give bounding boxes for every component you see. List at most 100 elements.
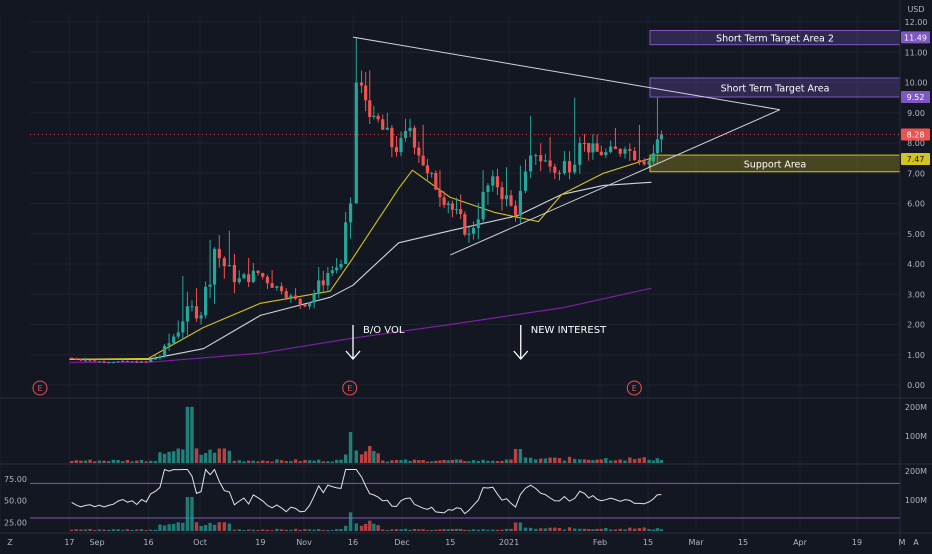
volume-bar	[412, 459, 417, 463]
y-tick-label: 2.00	[907, 321, 925, 330]
volume-bar	[608, 460, 613, 463]
candle-body	[265, 276, 270, 284]
volume-bar	[265, 461, 270, 463]
rsi-volume-bar	[513, 522, 518, 531]
candle-body	[116, 361, 120, 363]
volume-bar	[450, 459, 455, 463]
rsi-volume-bar	[495, 529, 500, 531]
rsi-volume-bar	[359, 525, 364, 531]
volume-bar	[107, 461, 111, 463]
y-tick-label: 12.00	[905, 18, 928, 27]
rsi-volume-bar	[642, 527, 646, 531]
price-tag	[901, 91, 930, 104]
volume-bar	[293, 459, 298, 463]
candle-body	[88, 360, 92, 362]
candle-body	[376, 115, 380, 120]
volume-bar	[421, 460, 425, 463]
rsi-volume-bar	[553, 527, 557, 531]
candle-body	[408, 127, 412, 132]
candle-body	[637, 159, 642, 162]
volume-bar	[317, 459, 321, 463]
candle-body	[659, 134, 664, 140]
earnings-icon	[342, 380, 358, 396]
volume-bar	[79, 460, 83, 463]
earnings-icon	[32, 380, 48, 396]
rsi-volume-bar	[107, 529, 111, 531]
rsi-volume-bar	[509, 528, 513, 531]
candle-body	[573, 164, 577, 173]
rsi-volume-bar	[162, 525, 167, 531]
candle-body	[438, 189, 442, 198]
volume-bar	[176, 448, 180, 463]
rsi-volume-bar	[637, 528, 642, 531]
candle-body	[83, 360, 88, 362]
rsi-volume-bar	[289, 529, 293, 531]
rsi-volume-bar	[298, 529, 302, 531]
candle-body	[609, 146, 613, 153]
volume-bar	[523, 457, 528, 463]
candle-body	[307, 302, 312, 307]
volume-bar	[208, 449, 212, 463]
candle-body	[587, 143, 591, 153]
candle-body	[582, 143, 587, 144]
candle-body	[417, 147, 421, 156]
volume-bar	[623, 460, 627, 463]
candle-body	[623, 149, 627, 154]
candle-body	[317, 280, 321, 294]
candle-body	[390, 127, 394, 148]
volume-bar	[348, 432, 353, 463]
rsi-volume-bar	[632, 528, 637, 531]
rsi-volume-bar	[486, 529, 490, 531]
volume-bar	[275, 459, 279, 463]
rsi-volume-bar	[284, 529, 288, 531]
candle-body	[149, 359, 153, 363]
volume-bar	[408, 460, 412, 463]
rsi-volume-bar	[476, 529, 480, 531]
x-tick-label: M	[899, 538, 906, 547]
volume-bar	[500, 460, 504, 463]
volume-bar	[481, 459, 485, 463]
volume-bar	[158, 452, 162, 463]
rsi-volume-bar	[595, 528, 599, 531]
y-tick-label: 5.00	[907, 230, 925, 239]
candle-body	[176, 332, 180, 337]
volume-bar	[582, 459, 587, 463]
candle-body	[279, 286, 284, 292]
rsi-volume-bar	[321, 530, 325, 531]
candle-body	[578, 143, 582, 165]
rsi-right-tick-label: 100M	[905, 496, 927, 505]
candle-body	[158, 356, 162, 359]
volume-bar	[227, 450, 232, 463]
rsi-volume-bar	[434, 529, 438, 531]
volume-bar	[647, 459, 651, 463]
volume-bar	[125, 459, 130, 463]
rsi-volume-bar	[79, 529, 83, 531]
volume-bar	[463, 461, 467, 463]
rsi-volume-bar	[343, 525, 348, 531]
volume-bar	[185, 406, 190, 463]
rsi-volume-bar	[199, 526, 203, 531]
candle-body	[476, 219, 480, 228]
candle-body	[199, 315, 203, 319]
rsi-volume-bar	[394, 529, 399, 531]
volume-tick-label: 200M	[905, 403, 927, 412]
volume-bar	[246, 460, 251, 463]
candle-body	[74, 358, 78, 360]
volume-bar	[116, 460, 120, 463]
ma-slow-path	[69, 181, 652, 360]
candle-body	[394, 147, 399, 153]
rsi-volume-bar	[651, 529, 656, 531]
candle-body	[194, 306, 199, 319]
zone-label: Short Term Target Area	[721, 83, 830, 94]
y-tick-label: 6.00	[907, 200, 925, 209]
candle-body	[167, 343, 171, 346]
candle-body	[430, 172, 434, 174]
volume-bar	[270, 461, 274, 463]
volume-bar	[586, 459, 591, 463]
volume-bar	[539, 458, 543, 463]
annotation-arrows: B/O VOL NEW INTEREST	[345, 325, 607, 360]
candle-body	[312, 293, 316, 303]
volume-bar	[562, 460, 567, 463]
